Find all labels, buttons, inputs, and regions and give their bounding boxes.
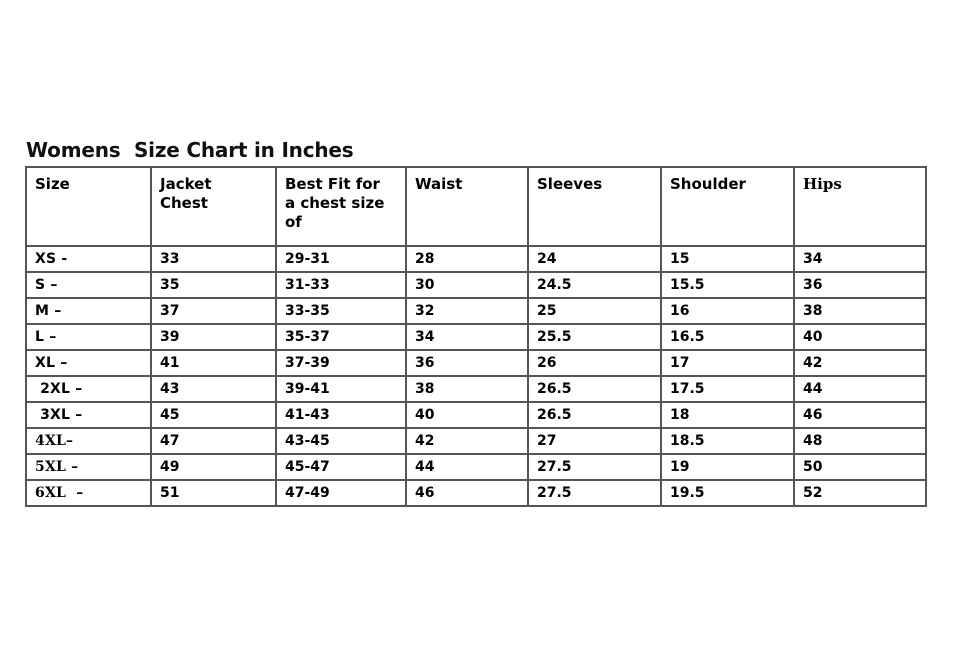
table-row: S –35 31-33 30 24.5 15.5 36: [25, 271, 927, 299]
cell-shoulder: 19.5: [660, 479, 795, 507]
cell-shoulder: 17: [660, 349, 795, 377]
cell-waist: 46: [405, 479, 529, 507]
column-header-best-fit: Best Fit for a chest size of: [275, 166, 407, 247]
cell-bestfit: 31-33: [275, 271, 407, 299]
cell-bestfit: 29-31: [275, 245, 407, 273]
cell-shoulder: 18: [660, 401, 795, 429]
cell-jacket: 37: [150, 297, 277, 325]
cell-bestfit: 39-41: [275, 375, 407, 403]
cell-bestfit: 47-49: [275, 479, 407, 507]
cell-jacket: 33: [150, 245, 277, 273]
cell-jacket: 35: [150, 271, 277, 299]
cell-sleeves: 26.5: [527, 375, 662, 403]
column-header-size: Size: [25, 166, 152, 247]
cell-waist: 32: [405, 297, 529, 325]
cell-jacket: 45: [150, 401, 277, 429]
cell-bestfit: 41-43: [275, 401, 407, 429]
cell-shoulder: 16: [660, 297, 795, 325]
cell-hips: 44: [793, 375, 927, 403]
cell-waist: 44: [405, 453, 529, 481]
table-row: 3XL –45 41-43 40 26.5 18 46: [25, 401, 927, 429]
cell-bestfit: 45-47: [275, 453, 407, 481]
cell-size: 4XL–: [25, 427, 152, 455]
size-chart-container: Size Jacket Chest Best Fit for a chest s…: [25, 166, 927, 507]
cell-sleeves: 27.5: [527, 479, 662, 507]
page-title: Womens Size Chart in Inches: [26, 138, 354, 162]
column-header-waist: Waist: [405, 166, 529, 247]
cell-jacket: 51: [150, 479, 277, 507]
table-row: XS -33 29-31 28 24 15 34: [25, 245, 927, 273]
table-row: 4XL– 47 43-45 42 27 18.5 48: [25, 427, 927, 455]
cell-sleeves: 25: [527, 297, 662, 325]
size-chart-table: Size Jacket Chest Best Fit for a chest s…: [25, 166, 927, 507]
cell-bestfit: 35-37: [275, 323, 407, 351]
cell-waist: 28: [405, 245, 529, 273]
cell-hips: 34: [793, 245, 927, 273]
cell-jacket: 43: [150, 375, 277, 403]
table-row: L –39 35-37 34 25.5 16.5 40: [25, 323, 927, 351]
cell-bestfit: 37-39: [275, 349, 407, 377]
cell-shoulder: 15.5: [660, 271, 795, 299]
table-header-row: Size Jacket Chest Best Fit for a chest s…: [25, 166, 927, 247]
cell-waist: 42: [405, 427, 529, 455]
cell-shoulder: 15: [660, 245, 795, 273]
cell-hips: 38: [793, 297, 927, 325]
cell-sleeves: 27: [527, 427, 662, 455]
cell-size: M –: [25, 297, 152, 325]
cell-size: 5XL –: [25, 453, 152, 481]
cell-shoulder: 17.5: [660, 375, 795, 403]
cell-size: XS -: [25, 245, 152, 273]
table-row: 6XL –51 47-49 46 27.5 19.5 52: [25, 479, 927, 507]
cell-size: L –: [25, 323, 152, 351]
cell-size: S –: [25, 271, 152, 299]
cell-sleeves: 25.5: [527, 323, 662, 351]
table-header: Size Jacket Chest Best Fit for a chest s…: [25, 166, 927, 247]
table-row: XL –41 37-39 36 26 17 42: [25, 349, 927, 377]
cell-waist: 34: [405, 323, 529, 351]
cell-sleeves: 26.5: [527, 401, 662, 429]
column-header-shoulder: Shoulder: [660, 166, 795, 247]
cell-jacket: 49: [150, 453, 277, 481]
cell-sleeves: 26: [527, 349, 662, 377]
cell-waist: 40: [405, 401, 529, 429]
cell-hips: 42: [793, 349, 927, 377]
cell-hips: 50: [793, 453, 927, 481]
cell-waist: 30: [405, 271, 529, 299]
table-row: 2XL –43 39-41 38 26.5 17.5 44: [25, 375, 927, 403]
cell-waist: 38: [405, 375, 529, 403]
cell-sleeves: 27.5: [527, 453, 662, 481]
cell-hips: 52: [793, 479, 927, 507]
cell-size: 2XL –: [25, 375, 152, 403]
table-row: 5XL –49 45-47 44 27.5 19 50: [25, 453, 927, 481]
cell-size: XL –: [25, 349, 152, 377]
cell-shoulder: 16.5: [660, 323, 795, 351]
cell-jacket: 39: [150, 323, 277, 351]
cell-jacket: 47: [150, 427, 277, 455]
cell-sleeves: 24.5: [527, 271, 662, 299]
cell-bestfit: 43-45: [275, 427, 407, 455]
table-row: M –37 33-35 32 25 16 38: [25, 297, 927, 325]
cell-size: 3XL –: [25, 401, 152, 429]
cell-waist: 36: [405, 349, 529, 377]
cell-sleeves: 24: [527, 245, 662, 273]
cell-bestfit: 33-35: [275, 297, 407, 325]
cell-shoulder: 19: [660, 453, 795, 481]
cell-hips: 46: [793, 401, 927, 429]
cell-hips: 48: [793, 427, 927, 455]
table-body: XS -33 29-31 28 24 15 34 S –35 31-33 30 24.5 15.5 3…: [25, 245, 927, 507]
cell-shoulder: 18.5: [660, 427, 795, 455]
cell-size: 6XL –: [25, 479, 152, 507]
column-header-hips: Hips: [793, 166, 927, 247]
cell-hips: 40: [793, 323, 927, 351]
column-header-jacket-chest: Jacket Chest: [150, 166, 277, 247]
column-header-sleeves: Sleeves: [527, 166, 662, 247]
cell-hips: 36: [793, 271, 927, 299]
cell-jacket: 41: [150, 349, 277, 377]
